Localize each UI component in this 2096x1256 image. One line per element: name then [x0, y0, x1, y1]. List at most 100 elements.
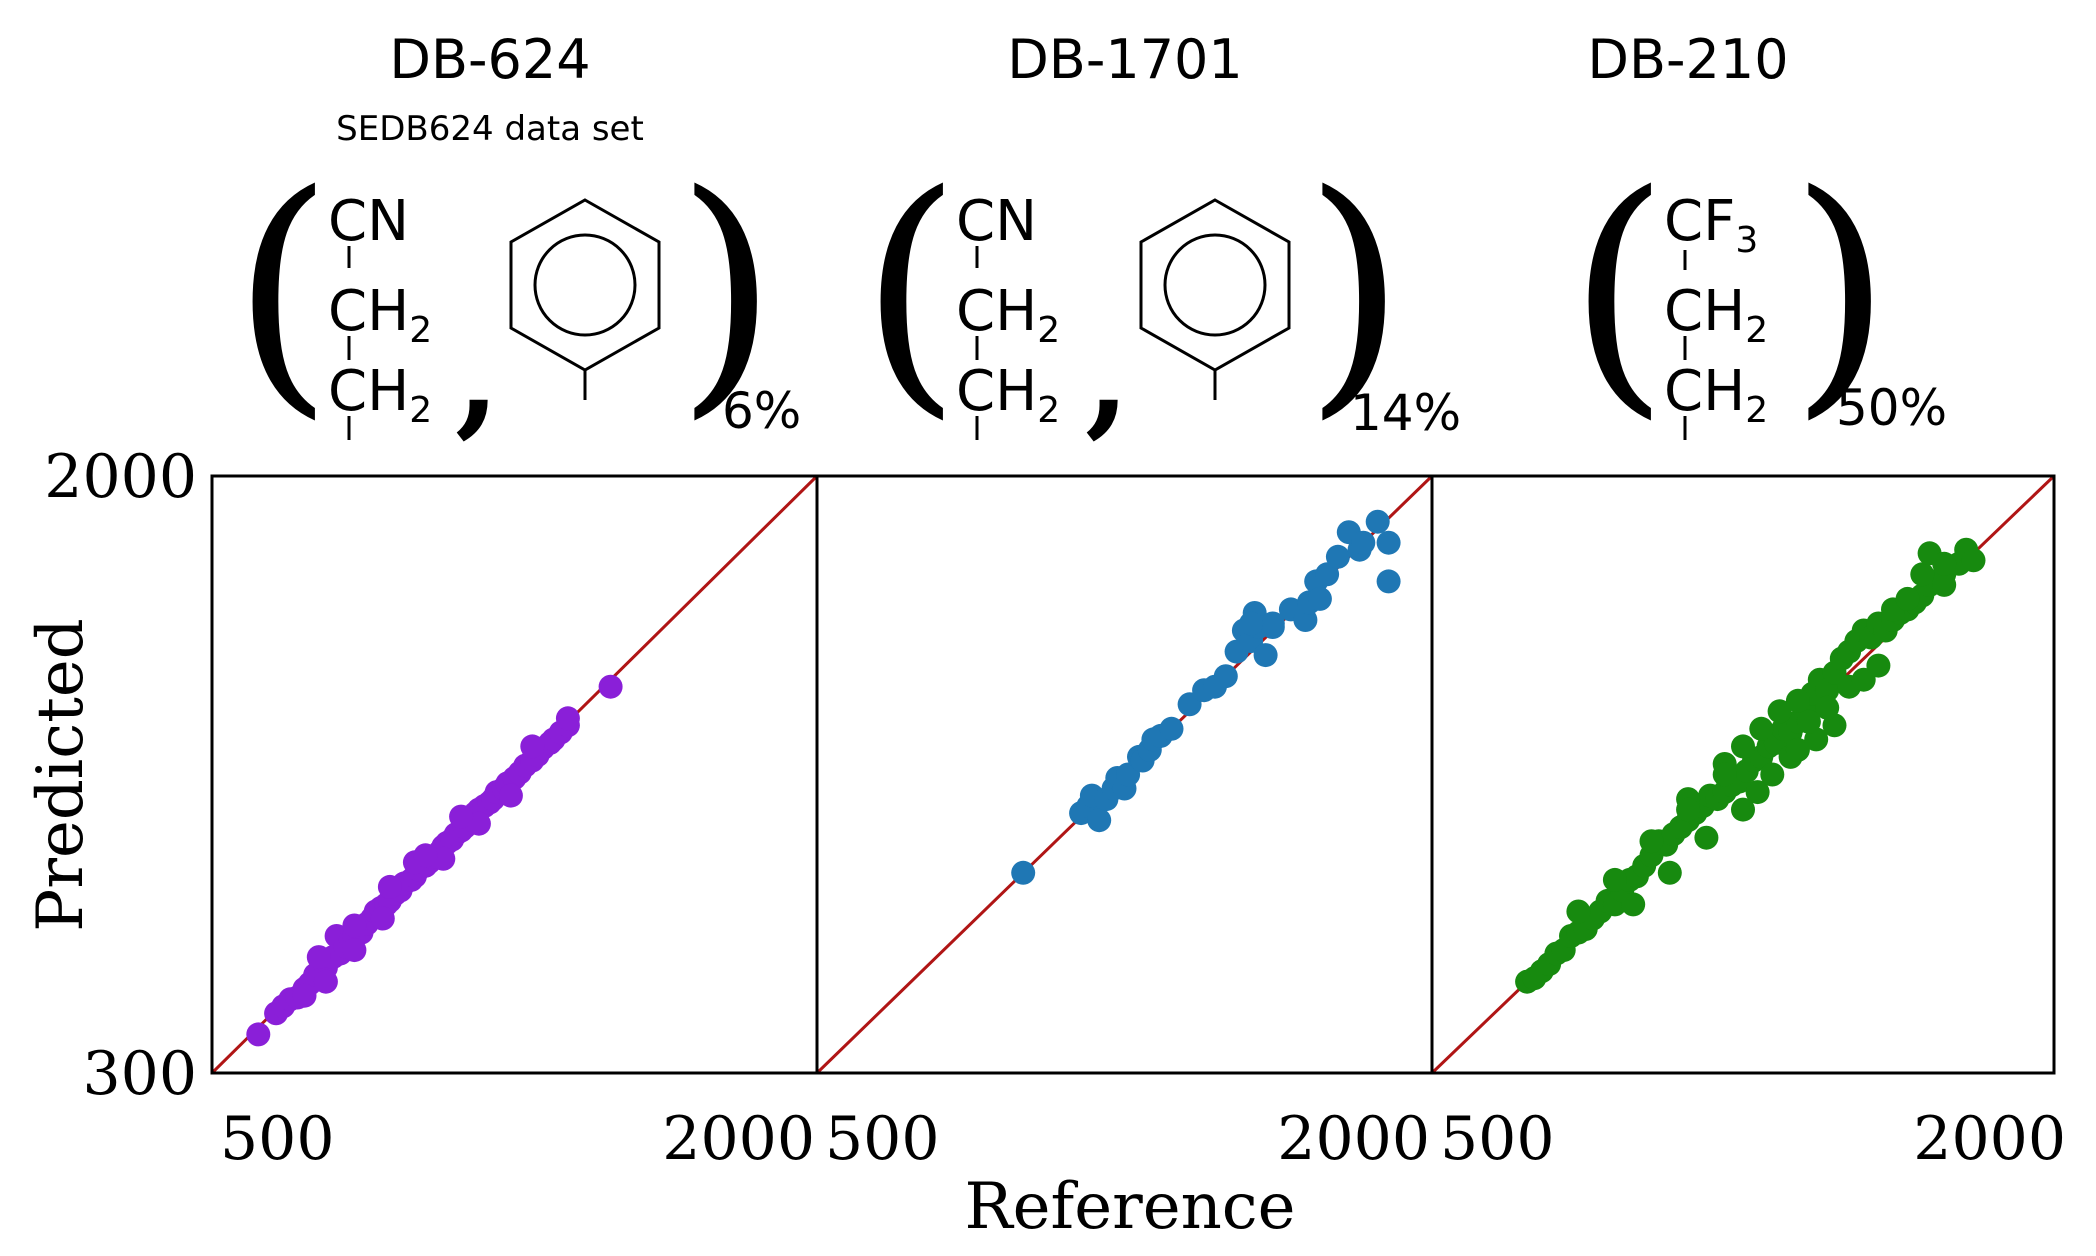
- data-point: [1731, 734, 1755, 759]
- data-point: [1961, 548, 1986, 573]
- panel-1-group-3: CH2: [328, 359, 432, 431]
- data-point: [370, 906, 395, 931]
- panel-1-header: DB-624 SEDB624 data set ( CN CH2 CH2 , )…: [232, 28, 801, 451]
- data-point: [1731, 797, 1755, 822]
- panel-2-percent: 14%: [1350, 384, 1461, 442]
- data-point: [292, 983, 317, 1008]
- panel-2-phenyl-ring: [1139, 198, 1291, 400]
- panel-2-open-paren: (: [860, 140, 961, 442]
- data-point: [1315, 562, 1340, 587]
- data-point: [555, 706, 580, 731]
- data-point: [1866, 653, 1891, 678]
- data-point: [1760, 762, 1785, 787]
- y-tick-bottom: 300: [82, 1039, 197, 1109]
- data-point: [1602, 867, 1627, 892]
- x-axis-label: Reference: [964, 1170, 1295, 1244]
- points-group: [1011, 509, 1401, 885]
- panel-3-close-paren: ): [1790, 140, 1891, 442]
- panel-2-header: DB-1701 ( CN CH2 CH2 , ) 14%: [860, 28, 1461, 451]
- data-point: [1351, 530, 1376, 555]
- panel-1-comma: ,: [455, 298, 500, 451]
- data-point: [342, 913, 367, 938]
- data-point: [1307, 586, 1332, 611]
- data-point: [1011, 860, 1036, 885]
- panel-2-chain-structure: CN CH2 CH2: [956, 189, 1060, 440]
- panel-1-chain-structure: CN CH2 CH2: [328, 189, 432, 440]
- panel-1-x-tick-left: 500: [220, 1104, 335, 1174]
- panel-1-title: DB-624: [389, 28, 590, 91]
- data-point: [1159, 716, 1184, 741]
- panel-2-x-tick-right: 2000: [1277, 1104, 1430, 1174]
- points-group: [1515, 537, 1986, 994]
- data-point: [1087, 808, 1112, 833]
- panel-1-percent: 6%: [722, 382, 801, 440]
- data-point: [1815, 695, 1840, 720]
- panel-1-group-1: CN: [328, 189, 409, 254]
- panel-2-close-paren: ): [1304, 140, 1405, 442]
- data-point: [1712, 762, 1737, 787]
- panel-3-header: DB-210 ( CF3 CH2 CH2 ) 50%: [1568, 28, 1947, 442]
- scatter-panel-db-1701: [815, 474, 1434, 1075]
- data-point: [520, 734, 545, 759]
- data-point: [1749, 716, 1774, 741]
- panel-1-close-paren: ): [676, 140, 777, 442]
- data-point: [377, 874, 402, 899]
- panel-3-title: DB-210: [1587, 28, 1788, 91]
- data-point: [246, 1022, 271, 1047]
- data-point: [1566, 899, 1591, 924]
- panel-2-group-3: CH2: [956, 359, 1060, 431]
- data-point: [1785, 688, 1810, 713]
- panel-3-group-1: CF3: [1664, 189, 1758, 261]
- y-tick-top: 2000: [44, 442, 197, 512]
- panel-1-x-tick-right: 2000: [662, 1104, 815, 1174]
- panel-3-chain-structure: CF3 CH2 CH2: [1664, 189, 1768, 440]
- data-point: [1785, 737, 1810, 762]
- data-point: [1621, 892, 1646, 917]
- panel-3-x-tick-left: 500: [1440, 1104, 1555, 1174]
- data-point: [342, 938, 367, 963]
- panel-1-group-2: CH2: [328, 279, 432, 351]
- data-point: [1325, 544, 1350, 569]
- data-point: [1213, 664, 1238, 689]
- data-point: [1694, 825, 1719, 850]
- data-point: [1376, 530, 1401, 555]
- data-point: [1796, 709, 1821, 734]
- data-point: [1639, 829, 1664, 854]
- data-point: [598, 674, 623, 699]
- data-point: [1676, 797, 1701, 822]
- data-point: [1239, 611, 1264, 636]
- y-axis-label: Predicted: [24, 618, 98, 931]
- points-group: [246, 674, 623, 1047]
- data-point: [413, 843, 438, 868]
- data-point: [1657, 860, 1682, 885]
- plot-frame: [1430, 474, 2056, 1075]
- data-point: [313, 969, 338, 994]
- scatter-panel-db-624: [210, 474, 819, 1075]
- data-point: [431, 846, 456, 871]
- data-point: [1767, 699, 1792, 724]
- data-point: [1745, 780, 1770, 805]
- data-point: [1932, 572, 1957, 597]
- panel-2-group-1: CN: [956, 189, 1037, 254]
- data-point: [306, 945, 331, 970]
- panel-3-group-3: CH2: [1664, 359, 1768, 431]
- data-point: [1253, 643, 1278, 668]
- panel-2-comma: ,: [1085, 298, 1130, 451]
- data-point: [1895, 586, 1920, 611]
- data-point: [1910, 562, 1935, 587]
- data-point: [498, 783, 523, 808]
- data-point: [1932, 551, 1957, 576]
- data-point: [449, 804, 474, 829]
- panel-2-group-2: CH2: [956, 279, 1060, 351]
- data-point: [1376, 569, 1401, 594]
- panel-1-phenyl-ring: [509, 198, 661, 400]
- panel-3-x-tick-right: 2000: [1913, 1104, 2066, 1174]
- panel-2-x-tick-left: 500: [825, 1104, 940, 1174]
- panel-3-percent: 50%: [1836, 379, 1947, 437]
- panel-3-group-2: CH2: [1664, 279, 1768, 351]
- panel-3-open-paren: (: [1568, 140, 1669, 442]
- data-point: [1365, 509, 1390, 534]
- scatter-panel-db-210: [1430, 474, 2056, 1075]
- data-point: [1260, 611, 1285, 636]
